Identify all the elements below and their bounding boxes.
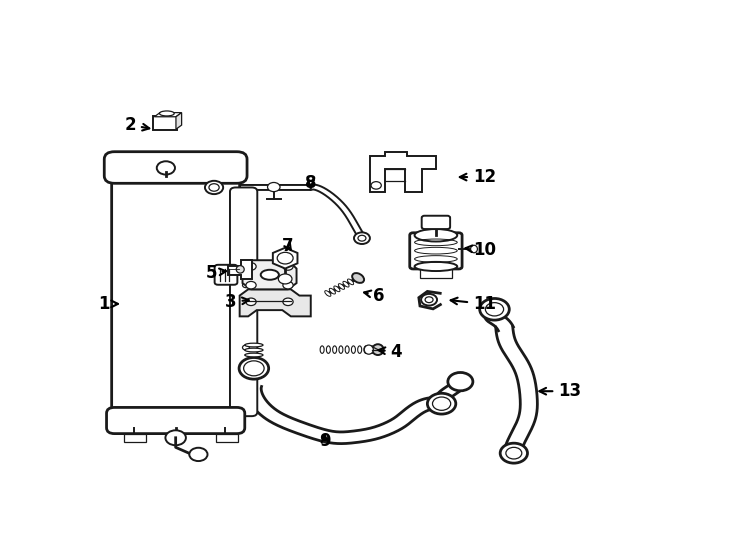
Circle shape (506, 447, 522, 459)
Circle shape (278, 274, 292, 284)
Circle shape (432, 397, 451, 410)
Circle shape (205, 181, 223, 194)
Ellipse shape (333, 346, 337, 353)
Circle shape (425, 297, 433, 302)
Ellipse shape (244, 343, 263, 347)
Polygon shape (239, 289, 310, 316)
Circle shape (244, 361, 264, 376)
FancyBboxPatch shape (420, 265, 452, 278)
Ellipse shape (334, 286, 340, 292)
Circle shape (246, 263, 256, 270)
FancyBboxPatch shape (214, 265, 237, 285)
Circle shape (448, 373, 473, 391)
Ellipse shape (338, 284, 344, 289)
Circle shape (189, 448, 208, 461)
Circle shape (242, 282, 250, 288)
Text: 11: 11 (451, 295, 495, 313)
Ellipse shape (347, 279, 354, 285)
Ellipse shape (244, 348, 263, 352)
Ellipse shape (415, 262, 457, 271)
Circle shape (267, 183, 280, 192)
Polygon shape (371, 152, 436, 192)
Ellipse shape (343, 281, 349, 287)
Text: 4: 4 (379, 343, 402, 361)
Text: 9: 9 (319, 432, 331, 450)
FancyBboxPatch shape (153, 116, 177, 130)
Circle shape (242, 345, 250, 350)
Polygon shape (154, 113, 181, 117)
Ellipse shape (327, 346, 330, 353)
Ellipse shape (330, 288, 335, 294)
Polygon shape (228, 260, 252, 279)
Ellipse shape (244, 353, 263, 357)
Circle shape (246, 281, 256, 289)
Text: 7: 7 (282, 237, 294, 255)
Circle shape (246, 298, 256, 306)
Ellipse shape (352, 273, 364, 283)
Circle shape (283, 263, 293, 270)
FancyBboxPatch shape (230, 187, 258, 416)
FancyBboxPatch shape (421, 216, 450, 229)
Text: 6: 6 (364, 287, 385, 305)
Circle shape (421, 294, 437, 306)
Text: 8: 8 (305, 174, 316, 192)
Ellipse shape (352, 346, 355, 353)
Ellipse shape (261, 270, 279, 280)
Text: 12: 12 (459, 168, 496, 186)
Ellipse shape (357, 346, 362, 353)
Ellipse shape (364, 346, 368, 353)
Ellipse shape (159, 111, 174, 116)
FancyBboxPatch shape (112, 173, 239, 422)
Circle shape (480, 299, 509, 320)
Ellipse shape (320, 346, 324, 353)
Circle shape (283, 281, 293, 289)
FancyBboxPatch shape (216, 434, 238, 442)
Circle shape (500, 443, 528, 463)
Text: 3: 3 (225, 293, 249, 311)
Circle shape (371, 181, 381, 189)
Circle shape (165, 430, 186, 445)
Circle shape (239, 357, 269, 379)
Text: 13: 13 (539, 382, 581, 400)
FancyBboxPatch shape (410, 233, 462, 269)
Ellipse shape (236, 266, 244, 273)
Circle shape (277, 252, 293, 264)
Circle shape (427, 393, 456, 414)
Ellipse shape (372, 344, 384, 355)
Circle shape (209, 184, 219, 191)
Circle shape (354, 232, 370, 244)
FancyBboxPatch shape (123, 434, 146, 442)
Ellipse shape (470, 245, 477, 253)
Circle shape (485, 302, 504, 316)
Text: 2: 2 (125, 116, 149, 134)
Ellipse shape (415, 229, 457, 241)
FancyBboxPatch shape (104, 152, 247, 183)
Polygon shape (242, 260, 297, 289)
Circle shape (358, 235, 366, 241)
Circle shape (157, 161, 175, 174)
Ellipse shape (370, 346, 374, 353)
Text: 1: 1 (98, 295, 118, 313)
Ellipse shape (324, 291, 331, 296)
Text: 5: 5 (206, 264, 226, 282)
FancyBboxPatch shape (106, 407, 244, 434)
Polygon shape (176, 113, 181, 129)
Ellipse shape (364, 345, 374, 354)
Circle shape (283, 298, 293, 306)
Text: 10: 10 (465, 241, 495, 259)
Ellipse shape (345, 346, 349, 353)
Ellipse shape (339, 346, 343, 353)
